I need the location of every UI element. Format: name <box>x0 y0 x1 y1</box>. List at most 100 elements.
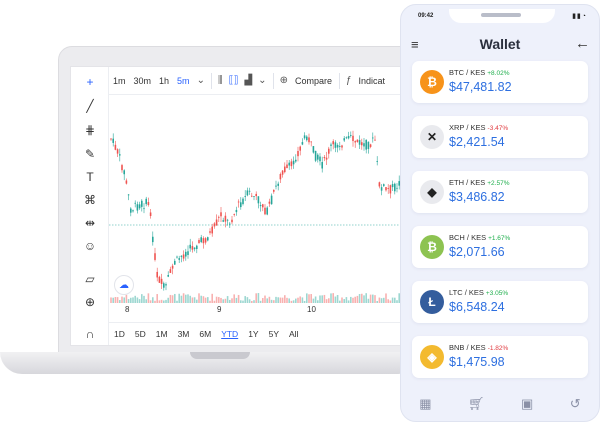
toolbar-divider <box>210 72 212 89</box>
candle-body <box>262 204 264 208</box>
candle-body <box>240 202 242 208</box>
volume-bar <box>336 294 339 303</box>
price-chart[interactable] <box>109 95 410 315</box>
bars-icon[interactable]: ⟦⟧ <box>228 75 239 86</box>
toolbar-divider <box>272 72 274 89</box>
range-6m[interactable]: 6M <box>199 328 212 339</box>
volume-bar <box>387 299 389 303</box>
candle-body <box>332 141 334 145</box>
indicators-icon[interactable]: ƒ <box>345 75 352 86</box>
candle-body <box>354 141 356 143</box>
back-arrow-icon[interactable]: ← <box>575 35 590 52</box>
compare-button[interactable]: Compare <box>294 75 332 86</box>
candle-body <box>306 136 308 141</box>
range-ytd[interactable]: YTD <box>221 328 239 339</box>
candle-body <box>116 149 119 154</box>
candle-body <box>246 190 249 196</box>
dashboard-icon[interactable]: ▦ <box>419 396 432 411</box>
coin-pair-text: ETH / KES <box>449 178 486 187</box>
chevron-down-icon[interactable]: ⌄ <box>196 75 205 86</box>
range-1d[interactable]: 1D <box>114 328 125 339</box>
volume-bar <box>270 299 273 303</box>
volume-bar <box>358 294 361 303</box>
range-1y[interactable]: 1Y <box>248 328 259 339</box>
interval-1m[interactable]: 1m <box>113 75 126 86</box>
text-icon[interactable]: T <box>86 170 94 184</box>
chart-type-icon[interactable]: ▟ <box>244 75 253 86</box>
compare-plus-icon[interactable]: ⊕ <box>279 75 288 86</box>
measure-icon[interactable]: ⇹ <box>84 216 96 230</box>
ruler-icon[interactable]: ▱ <box>85 272 95 286</box>
volume-bar <box>343 299 345 303</box>
volume-bar <box>374 295 376 303</box>
candle-body <box>387 188 389 189</box>
wallet-icon[interactable]: ▣ <box>521 396 534 411</box>
candles-icon[interactable]: ⫼ <box>217 75 223 86</box>
chevron-down-icon[interactable]: ⌄ <box>258 75 267 86</box>
coin-card[interactable]: ₿ BTC / KES +8.02% $47,481.82 <box>412 61 588 103</box>
volume-bar <box>277 297 279 303</box>
coin-pair-label: XRP / KES -3.47% <box>449 123 508 132</box>
indicators-button[interactable]: Indicat <box>358 75 386 86</box>
coin-price: $47,481.82 <box>449 80 512 94</box>
range-3m[interactable]: 3M <box>177 328 190 339</box>
volume-bar <box>160 299 163 303</box>
zoom-icon[interactable]: ⊕ <box>84 295 96 309</box>
coin-pair-text: BNB / KES <box>449 343 486 352</box>
candle-body <box>350 135 352 136</box>
volume-bar <box>341 297 343 303</box>
volume-bar <box>220 297 222 303</box>
range-5d[interactable]: 5D <box>134 328 146 339</box>
volume-bar <box>345 297 348 303</box>
volume-bar <box>253 300 255 303</box>
candle-body <box>356 139 359 143</box>
cart-icon[interactable]: 🛒︎ <box>468 396 485 411</box>
toolbar-divider <box>338 72 340 89</box>
page-title: Wallet <box>479 36 521 52</box>
tradingview-logo-icon[interactable]: ☁ <box>114 275 134 295</box>
coin-card[interactable]: ✕ XRP / KES -3.47% $2,421.54 <box>412 116 588 158</box>
candle-body <box>121 165 123 171</box>
coin-price: $1,475.98 <box>449 355 505 369</box>
coin-card[interactable]: ₿ BCH / KES +1.67% $2,071.66 <box>412 226 588 268</box>
volume-bar <box>330 293 332 303</box>
range-1m[interactable]: 1M <box>155 328 168 339</box>
menu-icon[interactable]: ≡ <box>411 37 419 52</box>
volume-bar <box>255 293 257 303</box>
coin-change: -1.82% <box>487 345 509 352</box>
coin-pair-label: BTC / KES +8.02% <box>449 68 510 77</box>
volume-bar <box>174 293 176 303</box>
volume-bar <box>308 294 310 303</box>
volume-bar <box>185 294 187 303</box>
history-icon[interactable]: ↺ <box>569 396 581 411</box>
candle-body <box>165 284 167 286</box>
volume-bar <box>306 293 308 303</box>
volume-bar <box>292 300 295 303</box>
emoji-icon[interactable]: ☺ <box>83 239 97 253</box>
interval-5m[interactable]: 5m <box>177 75 190 86</box>
coin-card[interactable]: ◆ ETH / KES +2.57% $3,486.82 <box>412 171 588 213</box>
candle-body <box>286 164 288 169</box>
wallet-header: ≡ Wallet ← <box>401 31 599 59</box>
volume-bar <box>284 295 286 303</box>
coin-card[interactable]: ◈ BNB / KES -1.82% $1,475.98 <box>412 336 588 378</box>
range-all[interactable]: All <box>289 328 299 339</box>
volume-bar <box>178 293 180 303</box>
range-5y[interactable]: 5Y <box>268 328 279 339</box>
volume-bar <box>369 294 372 303</box>
trend-line-icon[interactable]: ╱ <box>86 99 94 113</box>
candle-body <box>334 142 337 148</box>
volume-bar <box>328 298 330 303</box>
pattern-icon[interactable]: ⌘ <box>84 193 96 207</box>
fib-icon[interactable]: ⋕ <box>84 123 96 137</box>
volume-bar <box>224 298 227 303</box>
brush-icon[interactable]: ✎ <box>84 147 96 161</box>
magnet-icon[interactable]: ∩ <box>85 327 95 341</box>
coin-change: +8.02% <box>487 70 510 77</box>
interval-1h[interactable]: 1h <box>159 75 170 86</box>
crosshair-icon[interactable]: + <box>86 75 94 89</box>
interval-30m[interactable]: 30m <box>133 75 152 86</box>
volume-bar <box>240 300 242 303</box>
volume-bar <box>380 298 383 303</box>
coin-card[interactable]: Ł LTC / KES +3.05% $6,548.24 <box>412 281 588 323</box>
